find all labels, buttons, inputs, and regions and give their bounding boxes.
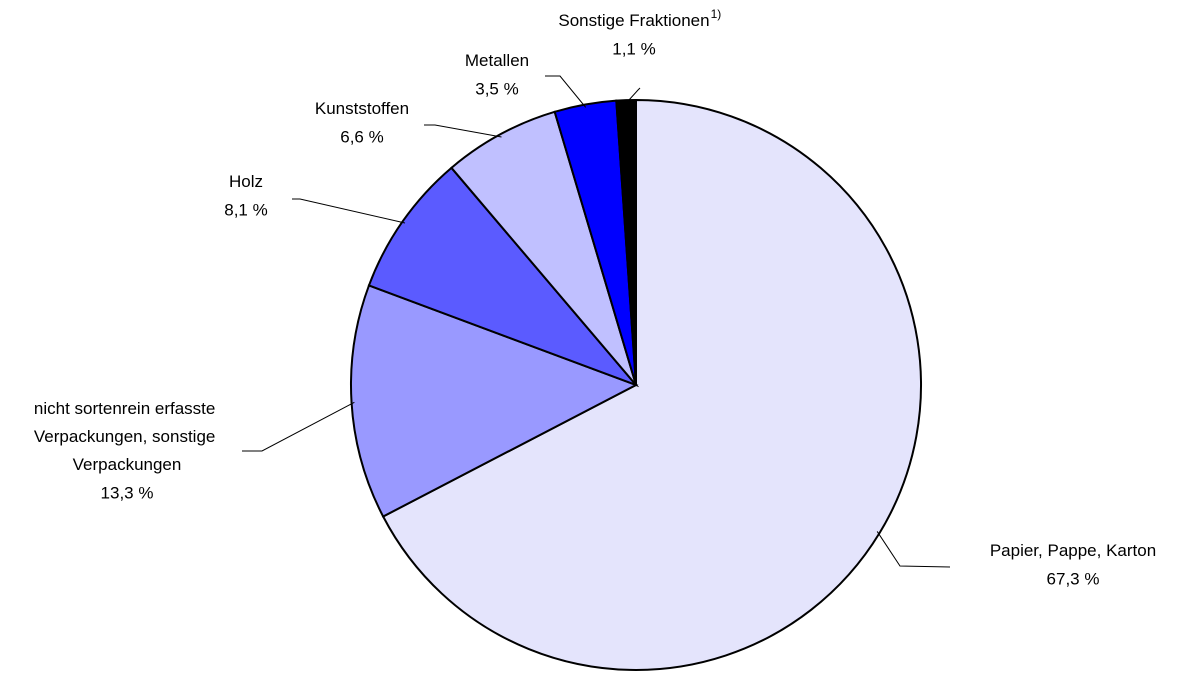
leader-line [545, 75, 587, 108]
label-line: Verpackungen [73, 455, 182, 474]
slice-label: Sonstige Fraktionen [558, 11, 709, 30]
label-line: nicht sortenrein erfasste [34, 399, 220, 418]
slice-label: nicht sortenrein erfasste Verpackungen, … [34, 399, 220, 474]
leader-line [292, 198, 406, 224]
label-line: Holz [229, 172, 263, 191]
value-label: 8,1 % [224, 200, 267, 219]
leader-line [424, 124, 502, 138]
label-line: Verpackungen, sonstige [34, 427, 220, 446]
pie-slice [381, 98, 922, 671]
value-label: 13,3 % [101, 483, 154, 502]
slice-label: Papier, Pappe, Karton [990, 541, 1156, 560]
label-line: Sonstige Fraktionen [558, 11, 709, 30]
pie-slice [367, 166, 640, 388]
value-label: 6,6 % [340, 127, 383, 146]
value-label: 1,1 % [612, 39, 655, 58]
leader-line [876, 531, 951, 568]
label-line: Kunststoffen [315, 99, 409, 118]
value-label: 67,3 % [1047, 569, 1100, 588]
footnote-mark: 1) [711, 7, 722, 21]
pie-slice [615, 98, 637, 386]
slice-label: Metallen [465, 51, 529, 70]
leader-line [625, 87, 641, 104]
pie-slice [450, 110, 637, 386]
slice-label: Kunststoffen [315, 99, 409, 118]
label-line: Papier, Pappe, Karton [990, 541, 1156, 560]
value-label: 3,5 % [475, 79, 518, 98]
slice-label: Holz [229, 172, 263, 191]
label-line: Metallen [465, 51, 529, 70]
pie-slice [350, 284, 639, 518]
leader-line [242, 401, 355, 452]
